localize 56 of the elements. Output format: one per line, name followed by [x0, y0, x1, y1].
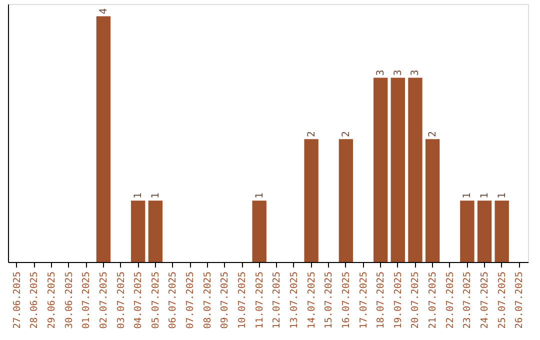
bar: [390, 78, 406, 262]
x-tick-label: 11.07.2025: [254, 272, 266, 329]
x-tick-label: 06.07.2025: [168, 272, 179, 329]
bar: [373, 78, 388, 262]
x-tick-label: 27.06.2025: [12, 272, 23, 329]
x-tick-label: 15.07.2025: [324, 272, 335, 329]
bar: [425, 139, 440, 262]
bar: [304, 139, 318, 262]
data-label: 2: [306, 131, 318, 138]
bar: [408, 78, 422, 262]
x-tick-label: 04.07.2025: [133, 272, 144, 329]
bar: [338, 139, 354, 262]
x-tick-label: 20.07.2025: [410, 272, 422, 329]
data-label: 1: [254, 192, 266, 199]
x-tick-label: 16.07.2025: [340, 272, 352, 329]
x-tick-label: 17.07.2025: [358, 272, 370, 329]
x-tick-label: 26.07.2025: [514, 272, 526, 329]
x-tick-label: 25.07.2025: [496, 272, 508, 329]
x-tick-label: 13.07.2025: [288, 272, 300, 329]
x-tick-label: 02.07.2025: [98, 272, 110, 329]
x-tick-label: 14.07.2025: [306, 272, 318, 329]
x-tick-label: 08.07.2025: [202, 272, 214, 329]
bar: [494, 200, 509, 262]
data-label: 3: [392, 70, 404, 76]
x-tick-label: 28.06.2025: [29, 272, 40, 329]
x-tick-label: 09.07.2025: [220, 272, 231, 329]
data-label: 1: [496, 192, 508, 199]
data-label: 2: [428, 131, 439, 138]
data-label: 3: [410, 70, 422, 76]
data-label: 1: [133, 192, 144, 199]
bar: [460, 200, 474, 262]
data-label: 1: [480, 192, 491, 199]
bar: [252, 200, 266, 262]
x-tick-label: 22.07.2025: [444, 272, 456, 329]
x-tick-label: 05.07.2025: [150, 272, 162, 329]
x-tick-label: 10.07.2025: [237, 272, 248, 329]
x-tick-label: 30.06.2025: [64, 272, 75, 329]
bar: [130, 200, 146, 262]
bar: [477, 200, 492, 262]
data-label: 1: [150, 192, 162, 199]
x-tick-label: 19.07.2025: [392, 272, 404, 329]
x-tick-label: 21.07.2025: [428, 272, 439, 329]
x-tick-label: 07.07.2025: [185, 272, 196, 329]
x-tick-label: 29.06.2025: [46, 272, 58, 329]
x-tick-label: 23.07.2025: [462, 272, 474, 329]
data-label: 1: [462, 192, 474, 199]
x-tick-label: 03.07.2025: [116, 272, 127, 329]
bar: [96, 16, 111, 262]
bar: [148, 200, 163, 262]
data-label: 4: [98, 8, 110, 14]
x-tick-label: 01.07.2025: [81, 272, 92, 329]
x-tick-label: 12.07.2025: [272, 272, 283, 329]
data-label: 3: [376, 70, 387, 76]
data-label: 2: [340, 131, 352, 138]
x-tick-label: 24.07.2025: [480, 272, 491, 329]
x-tick-label: 18.07.2025: [376, 272, 387, 329]
